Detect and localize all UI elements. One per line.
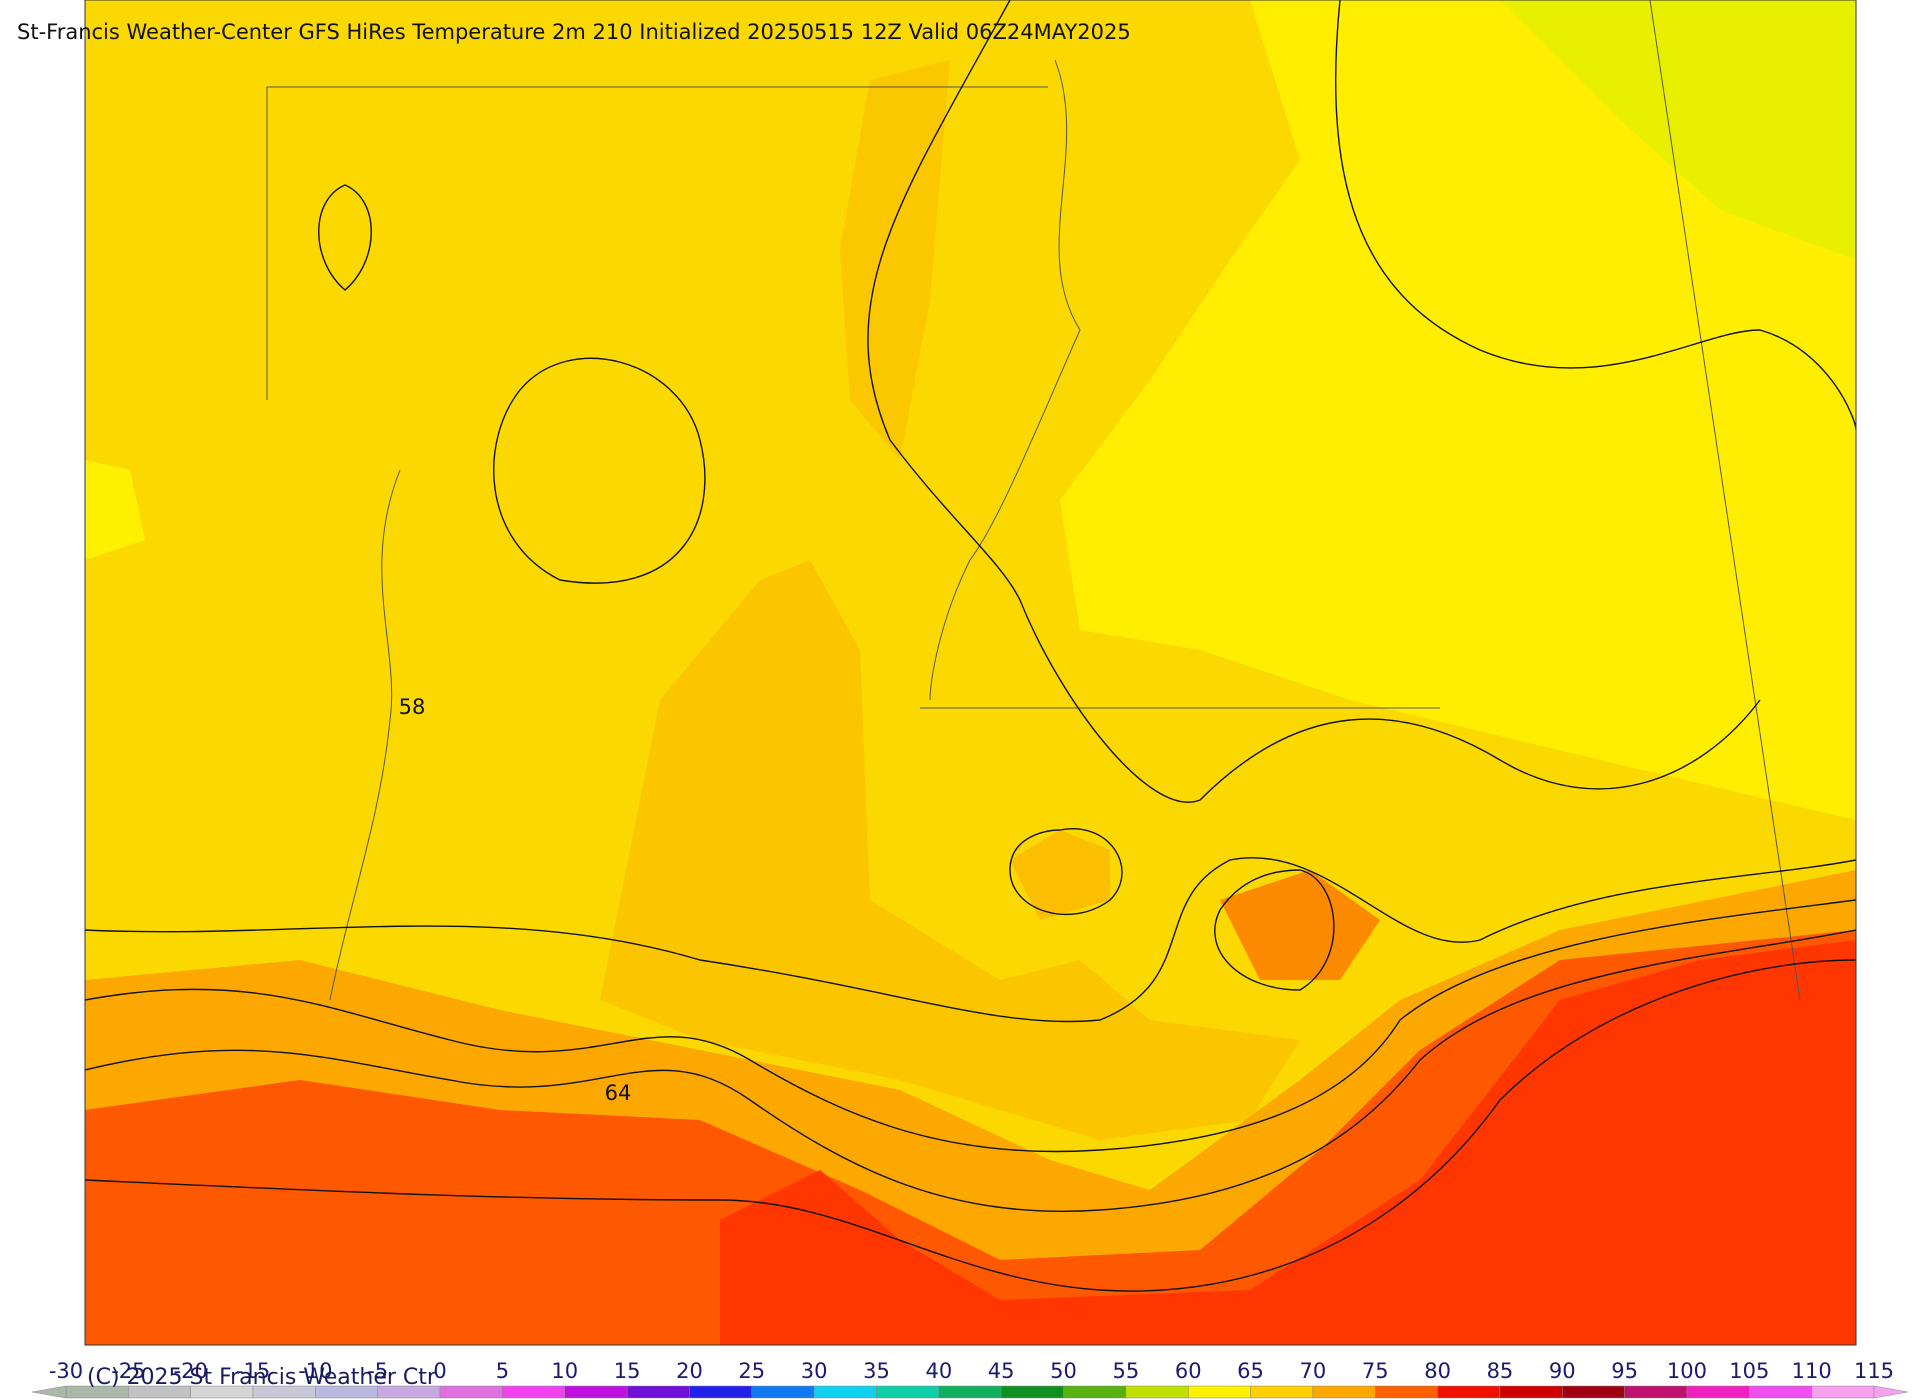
colorbar-tick-label: 65 — [1237, 1359, 1264, 1383]
colorbar-cell — [502, 1385, 566, 1399]
colorbar-cell — [1250, 1385, 1314, 1399]
colorbar-cell — [439, 1385, 503, 1399]
map-title: St-Francis Weather-Center GFS HiRes Temp… — [17, 20, 1131, 44]
colorbar-tick-label: -15 — [236, 1359, 270, 1383]
colorbar-tick-label: 90 — [1549, 1359, 1576, 1383]
colorbar-tick-label: 30 — [801, 1359, 828, 1383]
colorbar-cell — [1749, 1385, 1812, 1399]
river — [329, 469, 401, 1001]
map: 58 64 — [85, 0, 1856, 1345]
colorbar-cell — [938, 1385, 1002, 1399]
colorbar-tick-label: 20 — [676, 1359, 703, 1383]
contour-line — [85, 929, 1856, 1212]
colorbar-cell — [1000, 1385, 1064, 1399]
contour-line — [867, 0, 1761, 803]
colorbar-tick-label: 80 — [1424, 1359, 1451, 1383]
colorbar-cell — [1437, 1385, 1501, 1399]
contour-label: 64 — [605, 1081, 632, 1105]
colorbar-tick-label: -25 — [111, 1359, 145, 1383]
contour-line — [1009, 828, 1123, 916]
colorbar-cell — [564, 1385, 628, 1399]
colorbar-tick-label: 105 — [1729, 1359, 1769, 1383]
map-frame — [84, 0, 1857, 1346]
colorbar-tick-label: 15 — [614, 1359, 641, 1383]
colorbar-cell — [1562, 1385, 1625, 1399]
colorbar-cell — [1686, 1385, 1750, 1399]
colorbar-tick-label: 115 — [1854, 1359, 1894, 1383]
colorbar-cell — [1125, 1385, 1189, 1399]
contour-line — [318, 184, 372, 291]
colorbar-cell — [1499, 1385, 1563, 1399]
river — [929, 59, 1081, 701]
contour-label: 58 — [399, 695, 426, 719]
colorbar-cell — [1811, 1385, 1875, 1399]
colorbar-tick-label: -20 — [174, 1359, 208, 1383]
colorbar-tick-label: 100 — [1667, 1359, 1707, 1383]
colorbar-cell — [813, 1385, 877, 1399]
colorbar-tick-label: 40 — [925, 1359, 952, 1383]
cool-region — [85, 460, 145, 560]
hot-region — [1220, 870, 1380, 980]
contour-line — [493, 357, 706, 584]
colorbar-tick-label: 25 — [738, 1359, 765, 1383]
contour-line — [85, 857, 1856, 1023]
colorbar-cell — [1374, 1385, 1438, 1399]
contour-line — [85, 959, 1856, 1292]
hottest-region — [720, 940, 1856, 1345]
colorbar: -30 -25 -20 -15 -10 -5 0 5 10 15 20 25 30 35 40 45 50 55 6… — [31, 1359, 1909, 1399]
colorbar-cell — [1624, 1385, 1688, 1399]
colorbar-tick-label: -10 — [298, 1359, 332, 1383]
colorbar-arrow — [31, 1385, 67, 1399]
colorbar-cell — [626, 1385, 690, 1399]
warm-region — [1060, 0, 1856, 820]
warm-region — [600, 560, 1300, 1140]
colorbar-tick-label: 55 — [1112, 1359, 1139, 1383]
colorbar-tick-label: 45 — [988, 1359, 1015, 1383]
colorbar-cell — [1187, 1385, 1251, 1399]
contour-line — [1334, 0, 1856, 431]
colorbar-cell — [689, 1385, 753, 1399]
colorbar-cell — [751, 1385, 815, 1399]
colorbar-tick-label: 85 — [1487, 1359, 1514, 1383]
colorbar-arrow — [1873, 1385, 1909, 1399]
colorbar-tick-label: 35 — [863, 1359, 890, 1383]
colorbar-tick-label: -5 — [367, 1359, 388, 1383]
colorbar-cell — [1312, 1385, 1376, 1399]
colorbar-cell — [1063, 1385, 1127, 1399]
colorbar-tick-label: 95 — [1611, 1359, 1638, 1383]
colorbar-tick-label: 70 — [1300, 1359, 1327, 1383]
cool-region — [1500, 0, 1856, 260]
colorbar-tick-label: -30 — [49, 1359, 83, 1383]
colorbar-tick-label: 0 — [433, 1359, 446, 1383]
colorbar-tick-label: 110 — [1792, 1359, 1832, 1383]
colorbar-tick-label: 5 — [496, 1359, 509, 1383]
colorbar-tick-label: 50 — [1050, 1359, 1077, 1383]
contour-line — [1214, 869, 1335, 991]
colorbar-cell — [876, 1385, 940, 1399]
copyright: (C) 2025 St Francis Weather Ctr — [87, 1365, 437, 1390]
contour-line — [85, 899, 1856, 1153]
colorbar-tick-label: 10 — [551, 1359, 578, 1383]
colorbar-tick-label: 60 — [1175, 1359, 1202, 1383]
colorbar-tick-label: 75 — [1362, 1359, 1389, 1383]
warm-region — [1010, 830, 1110, 920]
state-border — [266, 0, 1801, 1001]
